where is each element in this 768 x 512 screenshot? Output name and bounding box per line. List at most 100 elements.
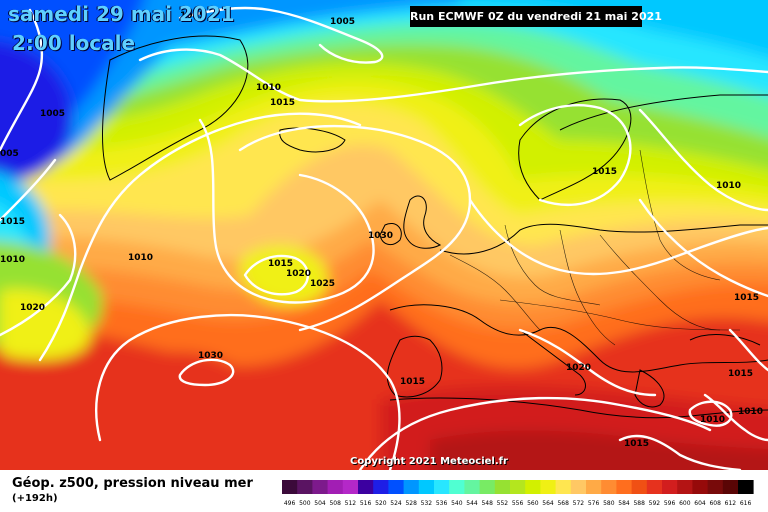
legend-tick-label: 612 (725, 500, 737, 507)
legend-tick-label: 504 (314, 500, 326, 507)
country-borders (449, 149, 741, 346)
legend-swatch (434, 480, 450, 494)
legend-swatch (388, 480, 404, 494)
legend-tick-label: 496 (284, 500, 296, 507)
legend-swatch (722, 480, 739, 494)
pressure-label: 1030 (368, 231, 393, 241)
pressure-label: 1010 (738, 407, 763, 417)
pressure-label: 1015 (592, 167, 617, 177)
legend-swatch (677, 480, 693, 494)
legend-tick-label: 512 (345, 500, 357, 507)
pressure-label: 1015 (268, 259, 293, 269)
pressure-label: 1005 (40, 109, 65, 119)
pressure-label: 1015 (400, 377, 425, 387)
legend-tick-label: 564 (542, 500, 554, 507)
pressure-label: 1015 (270, 98, 295, 108)
legend-swatch (540, 480, 556, 494)
map-parameter-title: Géop. z500, pression niveau mer (12, 476, 253, 491)
pressure-label: 1030 (198, 351, 223, 361)
legend-swatch (403, 480, 420, 494)
legend-tick-label: 616 (740, 500, 752, 507)
legend-tick-label: 548 (481, 500, 493, 507)
pressure-label: 1005 (330, 17, 355, 27)
legend-swatch (707, 480, 724, 494)
pressure-label: 1010 (700, 415, 725, 425)
forecast-date: samedi 29 mai 2021 (8, 2, 235, 26)
legend-swatch (570, 480, 587, 494)
legend-swatch (662, 480, 678, 494)
pressure-label: 1025 (310, 279, 335, 289)
legend-swatch (312, 480, 328, 494)
legend-tick-label: 604 (694, 500, 706, 507)
pressure-label: 1005 (180, 11, 205, 21)
geopotential-color-field (0, 0, 768, 470)
legend-tick-label: 572 (573, 500, 585, 507)
legend-tick-label: 588 (633, 500, 645, 507)
legend-swatch (373, 480, 389, 494)
legend-tick-label: 540 (451, 500, 463, 507)
legend-swatch (555, 480, 572, 494)
pressure-label: 1015 (0, 217, 25, 227)
legend-swatch (692, 480, 708, 494)
legend-tick-label: 524 (390, 500, 402, 507)
legend-tick-label: 556 (512, 500, 524, 507)
legend-tick-label: 592 (649, 500, 661, 507)
local-time: 2:00 locale (12, 31, 136, 55)
pressure-label: 1010 (256, 83, 281, 93)
pressure-label: 1015 (728, 369, 753, 379)
legend-swatch (479, 480, 496, 494)
pressure-label: 1020 (286, 269, 311, 279)
legend-swatch (510, 480, 526, 494)
legend-swatch (646, 480, 663, 494)
pressure-label: 1010 (716, 181, 741, 191)
legend-tick-label: 508 (329, 500, 341, 507)
legend-swatch (601, 480, 617, 494)
legend-tick-label: 500 (299, 500, 311, 507)
isobars (0, 6, 768, 470)
legend-tick-label: 568 (557, 500, 569, 507)
copyright-notice: Copyright 2021 Meteociel.fr (350, 456, 508, 467)
legend-tick-label: 516 (360, 500, 372, 507)
legend-swatch (418, 480, 435, 494)
legend-swatch (494, 480, 511, 494)
legend-tick-label: 536 (436, 500, 448, 507)
legend-tick-label: 552 (497, 500, 509, 507)
pressure-label: 1015 (624, 439, 649, 449)
legend-tick-label: 580 (603, 500, 615, 507)
legend-swatch (616, 480, 632, 494)
legend-swatch (449, 480, 465, 494)
legend-swatch (342, 480, 359, 494)
legend-swatch (738, 480, 754, 494)
geopotential-map: 1005 1005 1005 005 1010 1015 1015 1010 1… (0, 0, 768, 470)
lead-time: (+192h) (12, 493, 58, 504)
legend-tick-label: 560 (527, 500, 539, 507)
legend-swatch (282, 480, 298, 494)
legend-tick-label: 596 (664, 500, 676, 507)
legend-swatch (327, 480, 344, 494)
legend-swatch (525, 480, 541, 494)
legend-tick-label: 532 (421, 500, 433, 507)
coastlines (102, 35, 768, 419)
legend-tick-label: 608 (709, 500, 721, 507)
legend-tick-label: 520 (375, 500, 387, 507)
legend-tick-label: 600 (679, 500, 691, 507)
legend-swatch (631, 480, 648, 494)
isobar-labels: 1005 1005 1005 005 1010 1015 1015 1010 1… (0, 11, 763, 449)
color-scale-legend: 496 500 504 508 512 516 520 524 528 532 536 540 544 5… (282, 480, 754, 507)
legend-tick-label: 584 (618, 500, 630, 507)
legend-swatch (464, 480, 480, 494)
pressure-label: 1020 (20, 303, 45, 313)
pressure-label: 1015 (734, 293, 759, 303)
pressure-label: 1020 (566, 363, 591, 373)
legend-tick-label: 528 (405, 500, 417, 507)
legend-tick-label: 576 (588, 500, 600, 507)
pressure-label: 005 (0, 149, 19, 159)
legend-swatch (297, 480, 313, 494)
legend-tick-label: 544 (466, 500, 478, 507)
legend-swatch (586, 480, 602, 494)
pressure-label: 1010 (0, 255, 25, 265)
model-run-label: Run ECMWF 0Z du vendredi 21 mai 2021 (410, 6, 662, 27)
legend-swatch (358, 480, 374, 494)
pressure-label: 1010 (128, 253, 153, 263)
